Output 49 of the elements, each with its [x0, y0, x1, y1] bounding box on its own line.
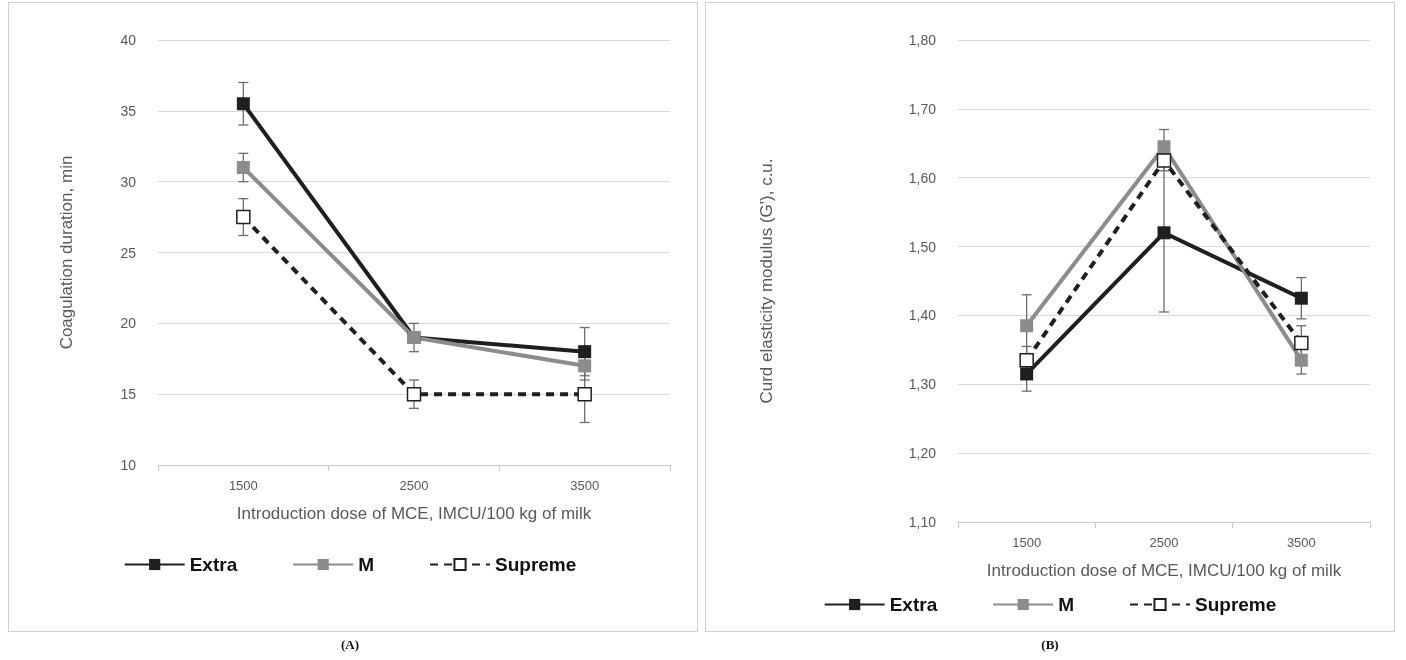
- y-tick-label: 30: [120, 173, 137, 190]
- x-tick-label: 3500: [1286, 535, 1316, 550]
- text: (A): [340, 637, 360, 652]
- x-tick-label: 1500: [228, 478, 258, 493]
- y-tick-label: 1,50: [908, 238, 937, 255]
- point: [236, 97, 250, 111]
- y-tick-label: 20: [120, 315, 137, 332]
- point: [406, 386, 422, 402]
- y-tick-label: 1,60: [908, 169, 937, 186]
- point: [578, 359, 592, 373]
- point: [236, 161, 250, 174]
- y-tick-label: 25: [120, 244, 137, 261]
- x-tick-label: 2500: [399, 478, 429, 493]
- point: [1020, 367, 1034, 381]
- legend-label: Extra: [189, 554, 238, 575]
- legend-label: Supreme: [1195, 594, 1277, 615]
- legend-label: M: [358, 554, 375, 575]
- text: (B): [1041, 637, 1059, 652]
- point: [1156, 153, 1172, 168]
- point: [236, 209, 251, 225]
- point: [577, 386, 592, 402]
- x-tick-label: 1500: [1012, 535, 1042, 550]
- x-axis-title: Introduction dose of MCE, IMCU/100 kg of milk: [986, 561, 1342, 580]
- legend-label: Extra: [889, 594, 938, 615]
- point: [1020, 319, 1034, 333]
- x-tick-label: 3500: [570, 478, 600, 493]
- y-tick-label: 10: [120, 457, 137, 473]
- y-axis-title: Coagulation duration, min: [57, 155, 76, 350]
- point: [1157, 226, 1171, 240]
- y-tick-label: 1,80: [908, 32, 937, 48]
- y-tick-label: 1,40: [908, 307, 937, 324]
- point: [1157, 140, 1171, 154]
- x-tick-label: 2500: [1149, 535, 1179, 550]
- point: [1294, 353, 1308, 367]
- y-tick-label: 1,10: [908, 514, 937, 530]
- point: [1294, 291, 1308, 305]
- legend-label: M: [1058, 594, 1075, 615]
- y-tick-label: 1,70: [908, 100, 937, 117]
- y-tick-label: 40: [120, 32, 137, 48]
- y-tick-label: 35: [120, 102, 137, 119]
- y-tick-label: 1,30: [908, 376, 937, 393]
- legend-label: Supreme: [495, 554, 577, 575]
- point: [1019, 352, 1034, 368]
- point: [578, 345, 592, 359]
- x-axis-title: Introduction dose of MCE, IMCU/100 kg of milk: [236, 504, 592, 523]
- y-tick-label: 15: [120, 386, 137, 403]
- point: [1294, 335, 1309, 351]
- y-tick-label: 1,20: [908, 445, 937, 462]
- y-axis-title: Curd elasticity modulus (G'), c.u.: [757, 158, 776, 404]
